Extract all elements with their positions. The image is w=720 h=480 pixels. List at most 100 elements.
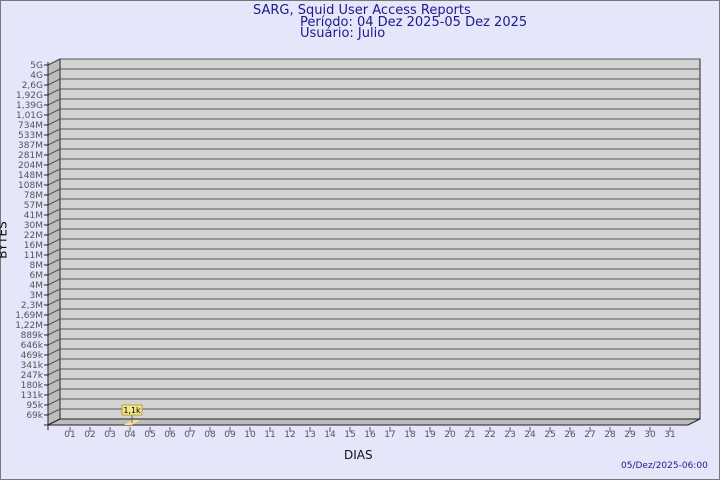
y-tick-label: 16M xyxy=(24,241,43,251)
y-tick-label: 69k xyxy=(26,411,43,421)
x-tick-label: 22 xyxy=(484,430,495,440)
y-tick-label: 3M xyxy=(30,291,44,301)
y-tick-label: 204M xyxy=(18,161,43,171)
x-tick-label: 03 xyxy=(104,430,115,440)
y-tick-label: 148M xyxy=(18,171,43,181)
y-tick-label: 57M xyxy=(24,201,43,211)
x-tick-label: 10 xyxy=(244,430,256,440)
gridline-depth xyxy=(47,78,61,86)
chart-user: Usuário: Julio xyxy=(300,26,386,41)
gridline-depth xyxy=(47,268,61,276)
x-tick-label: 24 xyxy=(524,430,536,440)
gridline-depth xyxy=(47,238,61,246)
gridline-depth xyxy=(47,408,61,416)
y-tick-label: 78M xyxy=(24,191,43,201)
gridline-depth xyxy=(47,178,61,186)
x-tick-label: 17 xyxy=(384,430,395,440)
y-tick-label: 1,92G xyxy=(16,91,43,101)
x-tick-label: 28 xyxy=(604,430,616,440)
gridline-depth xyxy=(47,388,61,396)
x-tick-label: 31 xyxy=(664,430,675,440)
gridline-depth xyxy=(47,138,61,146)
x-tick-label: 13 xyxy=(304,430,315,440)
gridline-depth xyxy=(47,118,61,126)
y-tick-label: 108M xyxy=(18,181,43,191)
y-tick-label: 1,39G xyxy=(16,101,43,111)
x-tick-label: 25 xyxy=(544,430,555,440)
y-tick-label: 341k xyxy=(21,361,44,371)
x-tick-label: 18 xyxy=(404,430,416,440)
x-tick-label: 05 xyxy=(144,430,155,440)
y-tick-label: 22M xyxy=(24,231,43,241)
y-tick-label: 11M xyxy=(24,251,43,261)
gridline-depth xyxy=(47,228,61,236)
x-axis-label: DIAS xyxy=(344,448,373,462)
y-tick-label: 533M xyxy=(18,131,43,141)
x-tick-label: 02 xyxy=(84,430,95,440)
x-tick-label: 04 xyxy=(124,430,136,440)
y-tick-label: 180k xyxy=(21,381,44,391)
x-tick-label: 26 xyxy=(564,430,576,440)
x-tick-label: 06 xyxy=(164,430,176,440)
x-tick-label: 19 xyxy=(424,430,436,440)
gridline-depth xyxy=(47,318,61,326)
gridline-depth xyxy=(47,158,61,166)
gridline-depth xyxy=(47,68,61,76)
y-tick-label: 646k xyxy=(21,341,44,351)
y-tick-label: 734M xyxy=(18,121,43,131)
gridline-depth xyxy=(47,218,61,226)
x-tick-label: 16 xyxy=(364,430,376,440)
gridline-depth xyxy=(47,98,61,106)
y-tick-label: 387M xyxy=(18,141,43,151)
gridline-depth xyxy=(47,278,61,286)
y-tick-label: 95k xyxy=(26,401,43,411)
generated-timestamp: 05/Dez/2025-06:00 xyxy=(621,461,708,471)
y-axis-label: BYTES xyxy=(0,221,10,259)
chart-title: SARG, Squid User Access Reports xyxy=(253,3,471,18)
y-tick-label: 4M xyxy=(30,281,44,291)
gridline-depth xyxy=(47,58,61,66)
x-tick-label: 08 xyxy=(204,430,216,440)
x-tick-label: 07 xyxy=(184,430,195,440)
gridline-depth xyxy=(47,328,61,336)
x-tick-label: 11 xyxy=(264,430,275,440)
gridline-depth xyxy=(47,338,61,346)
y-tick-label: 131k xyxy=(21,391,44,401)
x-tick-label: 20 xyxy=(444,430,456,440)
x-tick-label: 09 xyxy=(224,430,236,440)
x-tick-label: 14 xyxy=(324,430,336,440)
gridline-depth xyxy=(47,208,61,216)
x-tick-label: 29 xyxy=(624,430,636,440)
y-tick-label: 4G xyxy=(30,71,43,81)
x-tick-label: 21 xyxy=(464,430,475,440)
data-label: 1,1k xyxy=(123,406,141,415)
data-label-box xyxy=(121,404,143,416)
gridline-depth xyxy=(47,168,61,176)
y-tick-label: 1,01G xyxy=(16,111,43,121)
gridline-depth xyxy=(47,108,61,116)
y-tick-label: 281M xyxy=(18,151,43,161)
gridline-depth xyxy=(47,88,61,96)
gridline-depth xyxy=(47,188,61,196)
gridline-depth xyxy=(47,198,61,206)
y-tick-label: 1,69M xyxy=(15,311,43,321)
gridline-depth xyxy=(47,298,61,306)
gridline-depth xyxy=(47,378,61,386)
gridline-depth xyxy=(47,128,61,136)
y-tick-label: 30M xyxy=(24,221,43,231)
gridline-depth xyxy=(47,368,61,376)
y-tick-label: 1,22M xyxy=(15,321,43,331)
y-tick-label: 2,3M xyxy=(21,301,43,311)
gridline-depth xyxy=(47,308,61,316)
y-tick-label: 8M xyxy=(30,261,44,271)
y-tick-label: 6M xyxy=(30,271,44,281)
x-tick-label: 23 xyxy=(504,430,515,440)
gridline-depth xyxy=(47,148,61,156)
x-tick-label: 15 xyxy=(344,430,355,440)
y-tick-label: 41M xyxy=(24,211,43,221)
gridline-depth xyxy=(47,248,61,256)
y-tick-label: 469k xyxy=(21,351,44,361)
x-tick-label: 01 xyxy=(64,430,75,440)
y-tick-label: 889k xyxy=(21,331,44,341)
